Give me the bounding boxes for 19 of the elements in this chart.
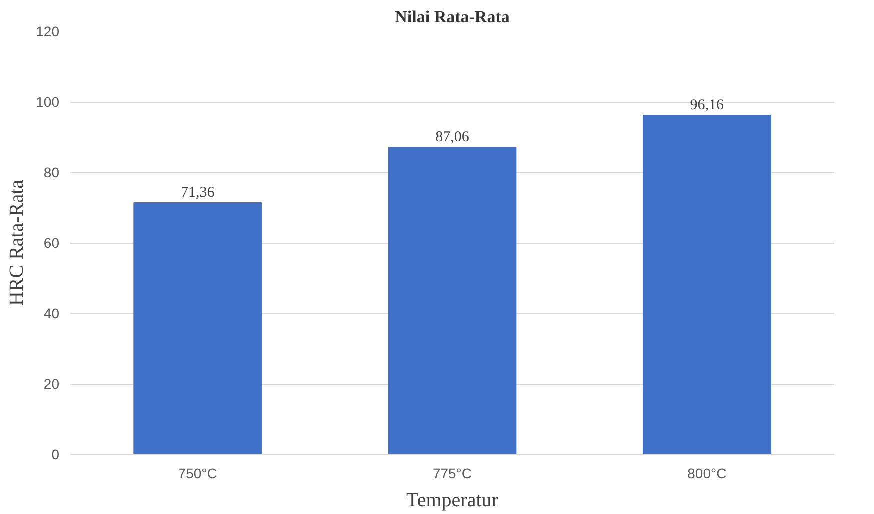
y-tick-label: 120	[36, 24, 60, 40]
x-tick-label: 800°C	[688, 466, 727, 482]
x-axis-title: Temperatur	[406, 490, 499, 512]
chart-title: Nilai Rata-Rata	[395, 8, 510, 26]
y-tick-label: 100	[36, 94, 60, 110]
bar	[134, 202, 262, 454]
x-tick-label: 750°C	[178, 466, 218, 482]
x-tick-label: 775°C	[432, 466, 472, 482]
y-tick-label: 60	[44, 235, 60, 251]
data-label: 71,36	[180, 184, 216, 201]
data-label: 96,16	[690, 98, 725, 114]
data-label: 87,06	[436, 130, 470, 146]
bar	[388, 147, 517, 454]
y-tick-label: 20	[44, 376, 60, 392]
y-tick-label: 40	[44, 306, 60, 322]
y-tick-label: 80	[44, 164, 60, 180]
y-axis-title: HRC Rata-Rata	[6, 180, 28, 306]
y-tick-label: 0	[52, 446, 60, 462]
bar	[643, 115, 772, 454]
